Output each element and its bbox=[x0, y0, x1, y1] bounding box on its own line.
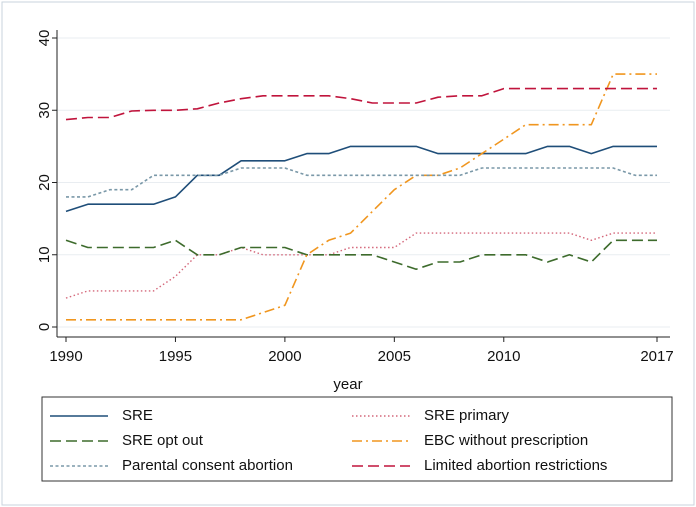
tick-marks: 0 10 20 30 40 1990 1995 2000 2005 2010 2017 bbox=[36, 30, 674, 365]
y-tick-label: 0 bbox=[36, 323, 53, 331]
series-line-limited-abortion-restrictions bbox=[65, 87, 657, 121]
series-line-sre-opt-out bbox=[65, 239, 657, 271]
series-line-sre bbox=[65, 145, 657, 213]
legend-label-parental-consent-abortion: Parental consent abortion bbox=[122, 457, 293, 474]
y-tick-label: 10 bbox=[36, 246, 53, 263]
y-tick-label: 40 bbox=[36, 30, 53, 47]
legend-label-sre-primary: SRE primary bbox=[424, 407, 510, 424]
series-layer bbox=[65, 73, 657, 321]
legend-box bbox=[41, 396, 673, 482]
y-tick-label: 20 bbox=[36, 174, 53, 191]
axes bbox=[56, 30, 670, 338]
x-tick-label: 2000 bbox=[268, 348, 301, 365]
series-line-ebc-without-prescription bbox=[66, 73, 657, 321]
x-tick-label: 1990 bbox=[49, 348, 82, 365]
legend-label-limited-abortion-restrictions: Limited abortion restrictions bbox=[424, 457, 607, 474]
x-axis-title: year bbox=[333, 376, 362, 393]
legend-label-ebc-without-prescription: EBC without prescription bbox=[424, 432, 588, 449]
x-tick-label: 2010 bbox=[487, 348, 520, 365]
series-line-parental-consent-abortion bbox=[66, 167, 657, 198]
legend: SRE SRE primary SRE opt out EBC without pre… bbox=[41, 396, 673, 482]
legend-label-sre: SRE bbox=[122, 407, 153, 424]
series-line-sre-primary bbox=[65, 232, 657, 299]
legend-label-sre-opt-out: SRE opt out bbox=[122, 432, 204, 449]
x-tick-label: 2005 bbox=[378, 348, 411, 365]
x-tick-label: 2017 bbox=[640, 348, 673, 365]
x-tick-label: 1995 bbox=[159, 348, 192, 365]
y-tick-label: 30 bbox=[36, 102, 53, 119]
